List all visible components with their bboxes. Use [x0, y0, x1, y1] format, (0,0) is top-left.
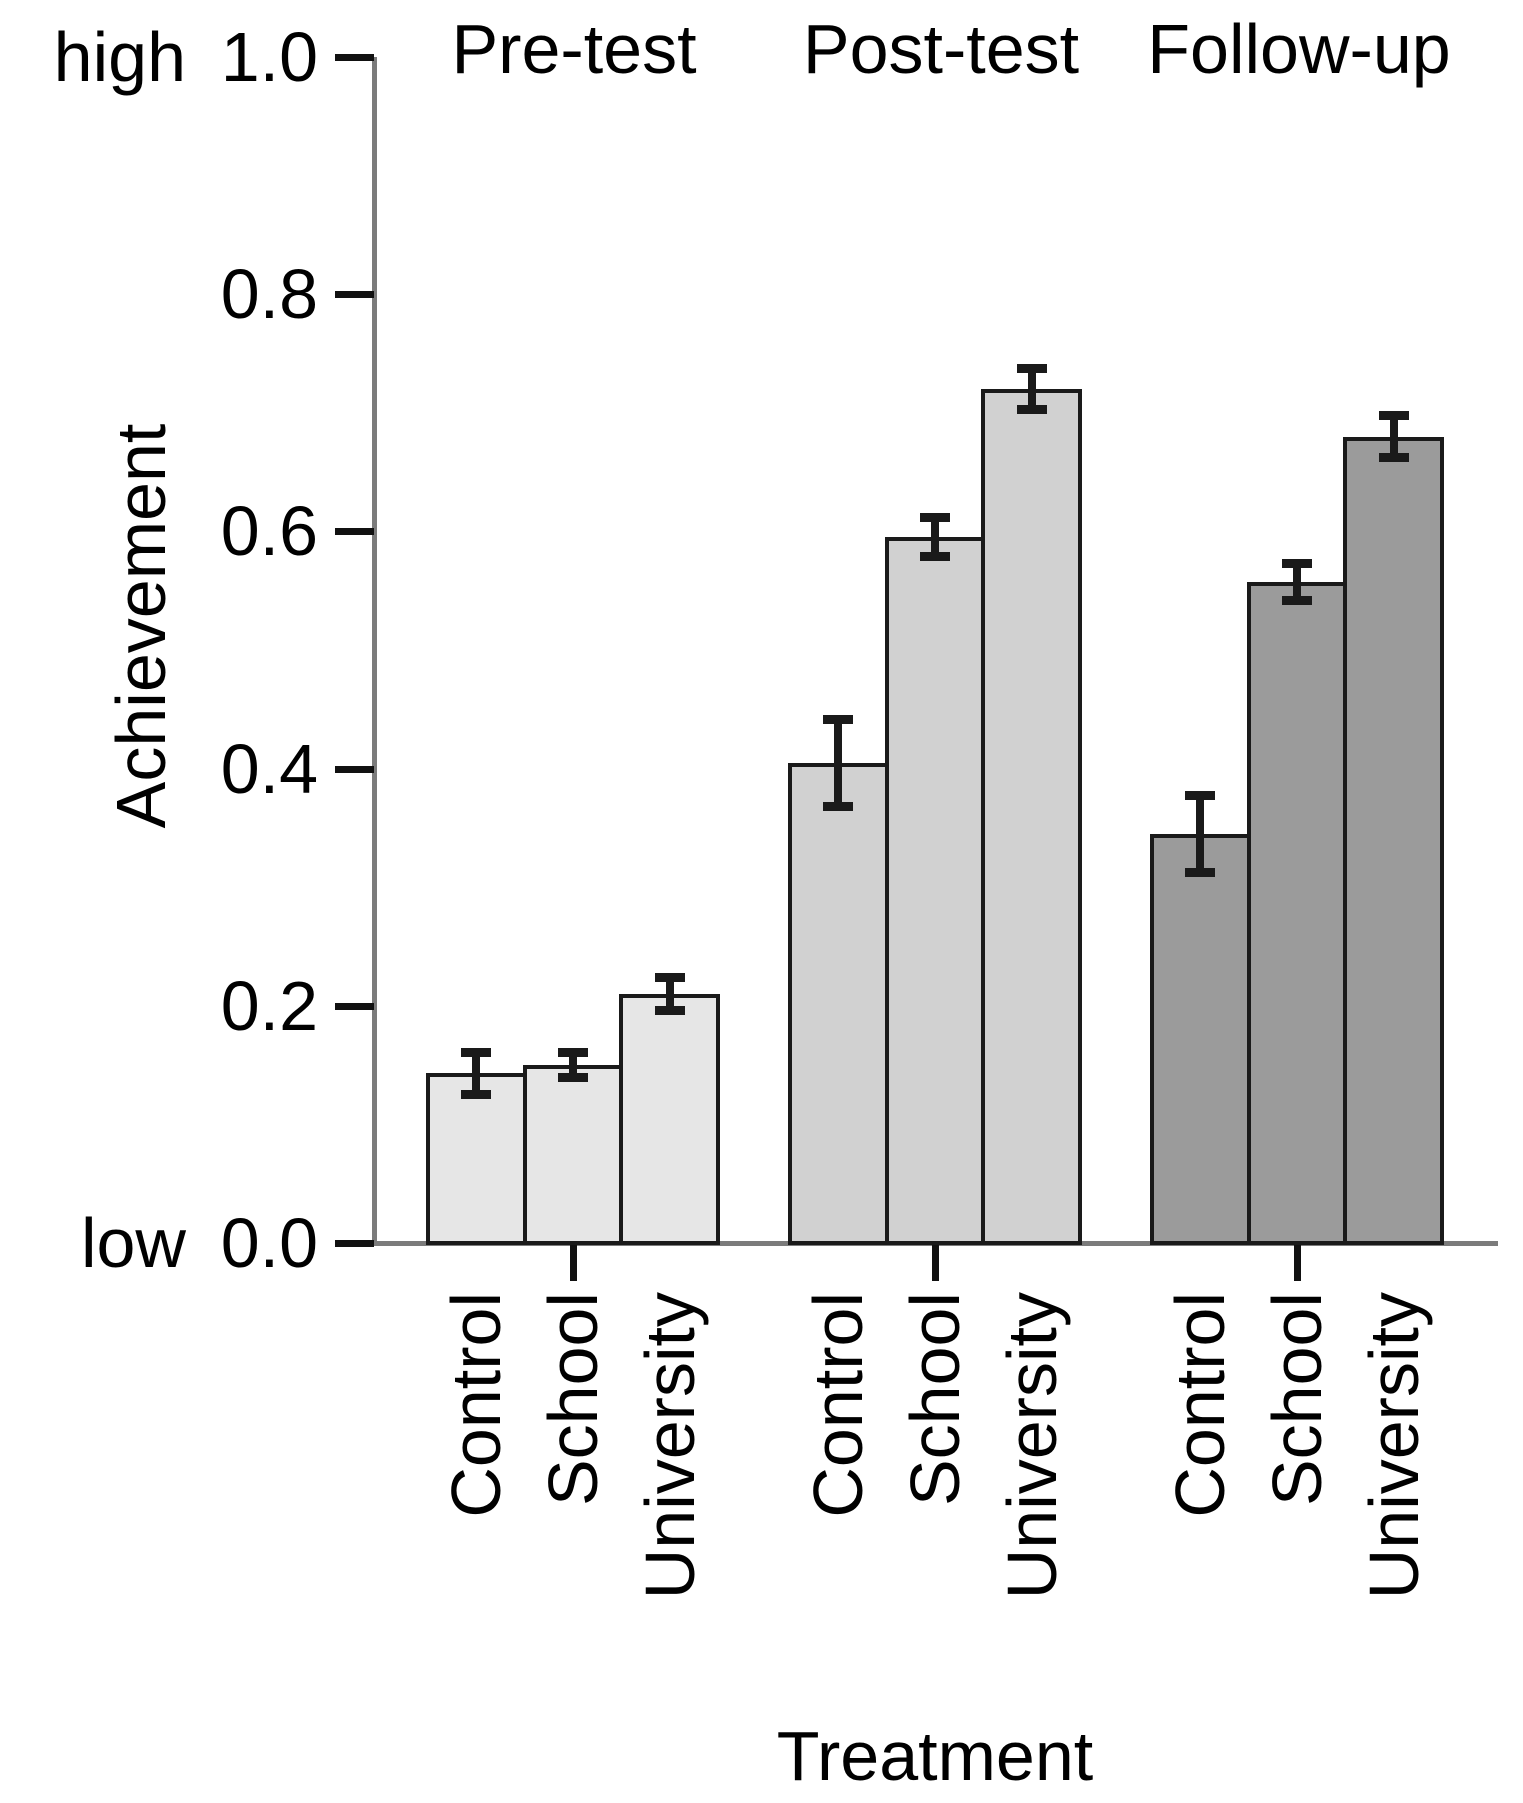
group-header-pretest: Pre-test — [451, 10, 697, 88]
bar-label-school: School — [534, 1292, 612, 1507]
bar-pre-test-control — [426, 1073, 527, 1245]
error-bar-cap-bottom — [1185, 868, 1215, 877]
y-axis-high-annotation: high — [53, 18, 186, 96]
bar-label-control: Control — [437, 1292, 515, 1518]
error-bar-cap-top — [461, 1048, 491, 1057]
bar-follow-up-school — [1247, 582, 1348, 1245]
error-bar-cap-bottom — [1017, 405, 1047, 414]
bar-label-university: University — [631, 1292, 709, 1600]
bar-follow-up-control — [1150, 834, 1251, 1245]
error-bar-cap-bottom — [920, 552, 950, 561]
error-bar-line — [1196, 795, 1204, 873]
y-axis-low-annotation: low — [80, 1204, 186, 1282]
y-axis-title: Achievement — [102, 423, 180, 829]
x-axis-title: Treatment — [776, 1717, 1094, 1795]
error-bar-cap-top — [1379, 411, 1409, 420]
bar-label-school: School — [896, 1292, 974, 1507]
y-tick — [335, 1003, 374, 1010]
bar-label-university: University — [1355, 1292, 1433, 1600]
error-bar-line — [569, 1052, 577, 1078]
error-bar-cap-bottom — [461, 1090, 491, 1099]
group-header-posttest: Post-test — [802, 10, 1080, 88]
error-bar-line — [472, 1052, 480, 1095]
y-tick-label: 0.0 — [220, 1204, 318, 1282]
y-tick-label: 0.6 — [220, 492, 318, 570]
error-bar-cap-top — [823, 715, 853, 724]
group-header-followup: Follow-up — [1147, 10, 1451, 88]
error-bar-line — [1028, 368, 1036, 410]
error-bar-cap-bottom — [1282, 596, 1312, 605]
bar-label-university: University — [993, 1292, 1071, 1600]
error-bar-line — [834, 719, 842, 807]
error-bar-line — [1293, 563, 1301, 601]
error-bar-cap-top — [655, 973, 685, 982]
bar-pre-test-school — [523, 1065, 624, 1245]
error-bar-cap-bottom — [558, 1073, 588, 1082]
error-bar-cap-bottom — [1379, 453, 1409, 462]
error-bar-cap-bottom — [655, 1006, 685, 1015]
y-tick — [335, 291, 374, 298]
y-tick-label: 0.8 — [220, 255, 318, 333]
y-tick — [335, 766, 374, 773]
error-bar-cap-top — [1185, 791, 1215, 800]
bar-follow-up-university — [1343, 437, 1444, 1245]
bar-pre-test-university — [619, 994, 720, 1245]
error-bar-cap-top — [558, 1048, 588, 1057]
y-tick — [335, 54, 374, 61]
y-axis-line — [372, 57, 377, 1245]
x-group-tick — [1294, 1245, 1301, 1281]
error-bar-line — [931, 517, 939, 557]
error-bar-cap-bottom — [823, 802, 853, 811]
error-bar-cap-top — [1017, 364, 1047, 373]
bar-label-control: Control — [799, 1292, 877, 1518]
bar-post-test-university — [981, 389, 1082, 1245]
x-group-tick — [570, 1245, 577, 1281]
y-tick — [335, 528, 374, 535]
y-tick-label: 0.2 — [220, 967, 318, 1045]
y-tick — [335, 1240, 374, 1247]
error-bar-line — [1390, 415, 1398, 458]
error-bar-cap-top — [920, 513, 950, 522]
x-group-tick — [932, 1245, 939, 1281]
bar-post-test-school — [885, 537, 986, 1245]
error-bar-cap-top — [1282, 559, 1312, 568]
bar-label-school: School — [1258, 1292, 1336, 1507]
error-bar-line — [666, 977, 674, 1011]
y-tick-label: 1.0 — [220, 18, 318, 96]
bar-label-control: Control — [1161, 1292, 1239, 1518]
y-tick-label: 0.4 — [220, 730, 318, 808]
bar-post-test-control — [788, 763, 889, 1245]
